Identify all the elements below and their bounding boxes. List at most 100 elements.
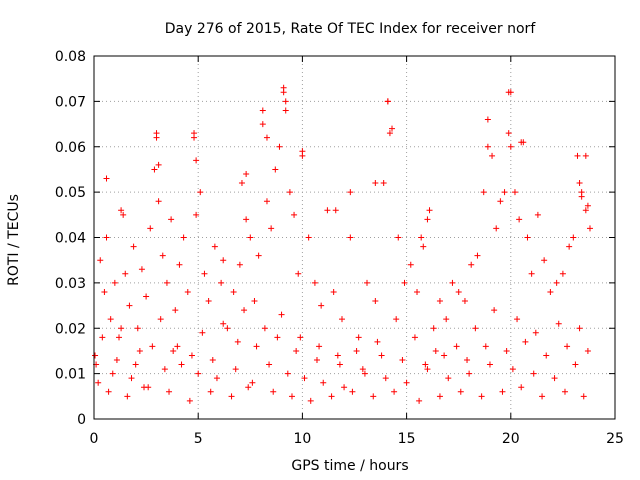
x-tick-label: 10 — [293, 431, 311, 447]
data-point — [118, 207, 125, 214]
data-point — [359, 366, 366, 373]
data-point — [253, 343, 260, 350]
data-point — [580, 393, 587, 400]
data-point — [395, 234, 402, 241]
data-point — [245, 384, 252, 391]
data-point — [572, 361, 579, 368]
data-point — [234, 338, 241, 345]
data-point — [382, 375, 389, 382]
y-tick-label: 0.03 — [55, 276, 86, 292]
data-point — [107, 316, 114, 323]
data-point — [436, 298, 443, 305]
data-point — [166, 388, 173, 395]
data-point — [534, 211, 541, 218]
data-point — [155, 161, 162, 168]
data-point — [199, 329, 206, 336]
data-point — [334, 352, 341, 359]
y-tick-label: 0.07 — [55, 94, 86, 110]
data-point — [505, 130, 512, 137]
data-point — [518, 384, 525, 391]
data-point — [124, 393, 131, 400]
data-point — [255, 252, 262, 259]
data-point — [138, 266, 145, 273]
data-point — [432, 347, 439, 354]
data-point — [372, 180, 379, 187]
data-point — [318, 302, 325, 309]
data-point — [586, 225, 593, 232]
data-point — [263, 198, 270, 205]
data-point — [280, 84, 287, 91]
data-points — [92, 84, 593, 404]
data-point — [136, 347, 143, 354]
y-tick-label: 0 — [77, 412, 86, 428]
data-point — [120, 211, 127, 218]
data-point — [386, 130, 393, 137]
data-point — [332, 207, 339, 214]
y-tick-label: 0.04 — [55, 231, 86, 247]
data-point — [482, 343, 489, 350]
data-point — [518, 139, 525, 146]
data-point — [243, 170, 250, 177]
data-point — [193, 157, 200, 164]
data-point — [539, 393, 546, 400]
data-point — [159, 252, 166, 259]
data-point — [445, 375, 452, 382]
y-axis-label: ROTI / TECUs — [6, 194, 22, 286]
y-tick-label: 0.08 — [55, 49, 86, 65]
data-point — [474, 252, 481, 259]
data-point — [391, 388, 398, 395]
data-point — [305, 234, 312, 241]
data-point — [493, 225, 500, 232]
data-point — [347, 189, 354, 196]
data-point — [364, 279, 371, 286]
x-tick-label: 25 — [606, 431, 624, 447]
data-point — [497, 198, 504, 205]
data-point — [486, 361, 493, 368]
data-point — [420, 243, 427, 250]
data-point — [468, 261, 475, 268]
axis-ticks: 0 5 10 15 20 25 0 0.01 0.02 0.03 0.04 0.05 0.06 0.07 0… — [55, 49, 624, 447]
data-point — [430, 325, 437, 332]
data-point — [95, 379, 102, 386]
data-point — [455, 288, 462, 295]
data-point — [403, 379, 410, 386]
data-point — [299, 148, 306, 155]
data-point — [584, 202, 591, 209]
data-point — [464, 357, 471, 364]
data-point — [564, 343, 571, 350]
data-point — [491, 307, 498, 314]
data-point — [259, 107, 266, 114]
data-point — [378, 352, 385, 359]
data-point — [330, 288, 337, 295]
data-point — [424, 216, 431, 223]
data-point — [543, 352, 550, 359]
grid — [94, 56, 615, 419]
data-point — [422, 361, 429, 368]
data-point — [99, 334, 106, 341]
data-point — [461, 298, 468, 305]
data-point — [130, 243, 137, 250]
x-tick-label: 5 — [194, 431, 203, 447]
data-point — [291, 211, 298, 218]
data-point — [449, 279, 456, 286]
data-point — [195, 370, 202, 377]
data-point — [582, 207, 589, 214]
data-point — [336, 361, 343, 368]
data-point — [259, 121, 266, 128]
data-point — [328, 393, 335, 400]
data-point — [426, 207, 433, 214]
data-point — [186, 397, 193, 404]
data-point — [524, 234, 531, 241]
data-point — [288, 393, 295, 400]
data-point — [480, 189, 487, 196]
data-point — [401, 279, 408, 286]
data-point — [109, 370, 116, 377]
data-point — [249, 379, 256, 386]
chart-title: Day 276 of 2015, Rate Of TEC Index for r… — [165, 21, 537, 37]
data-point — [503, 347, 510, 354]
data-point — [180, 234, 187, 241]
data-point — [341, 384, 348, 391]
data-point — [178, 361, 185, 368]
data-point — [286, 189, 293, 196]
data-point — [161, 366, 168, 373]
